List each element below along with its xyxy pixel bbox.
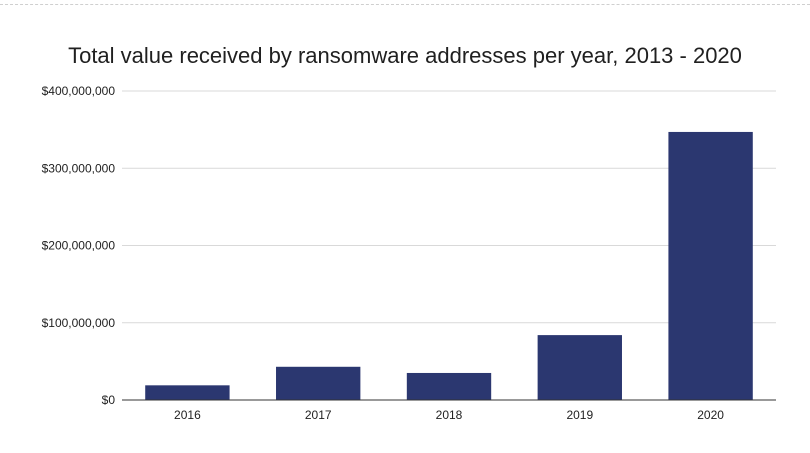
chart-title: Total value received by ransomware addre… — [68, 43, 742, 68]
x-tick-label: 2018 — [436, 408, 463, 422]
y-axis-tick-labels: $0 $100,000,000 $200,000,000 $300,000,000 $4… — [42, 84, 116, 407]
x-tick-label: 2017 — [305, 408, 332, 422]
y-tick-label: $200,000,000 — [42, 239, 116, 253]
x-tick-label: 2020 — [697, 408, 724, 422]
y-tick-label: $400,000,000 — [42, 84, 116, 98]
y-tick-label: $100,000,000 — [42, 316, 116, 330]
bar-2017 — [276, 366, 361, 400]
bar-2019 — [537, 335, 622, 400]
x-axis-tick-labels: 2016 2017 2018 2019 2020 — [174, 408, 724, 422]
y-tick-label: $300,000,000 — [42, 161, 116, 175]
gridlines — [122, 90, 776, 324]
bar-2018 — [406, 372, 492, 400]
bars — [145, 131, 753, 400]
bar-2020 — [668, 131, 753, 400]
y-tick-label: $0 — [102, 393, 116, 407]
top-divider — [0, 4, 810, 5]
x-tick-label: 2019 — [566, 408, 593, 422]
x-tick-label: 2016 — [174, 408, 201, 422]
bar-2016 — [145, 385, 230, 400]
